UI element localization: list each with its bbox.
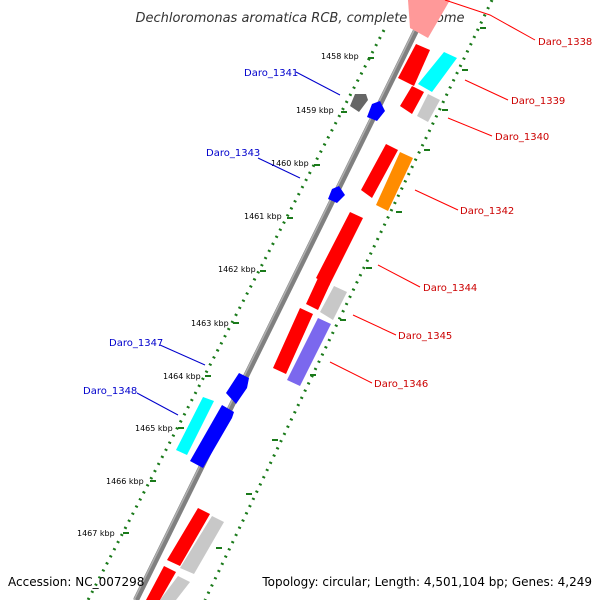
gene-daro-1346a-arrow[interactable]: [273, 308, 313, 374]
tick-label-1463: 1463 kbp: [191, 319, 229, 328]
gene-daro-1348-arrow[interactable]: [176, 397, 214, 455]
gene-lower-grey-1[interactable]: [180, 516, 224, 574]
tick-label-1462: 1462 kbp: [218, 265, 256, 274]
gene-daro-1345b-arrow[interactable]: [320, 286, 347, 320]
forward-leaders: [136, 71, 341, 416]
reverse-genes: [146, 0, 457, 600]
genome-backbone-highlight: [133, 0, 430, 600]
gene-daro-1340b-arrow[interactable]: [417, 94, 440, 122]
gene-label-daro-1341[interactable]: Daro_1341: [244, 68, 298, 79]
gene-daro-1345a-arrow[interactable]: [306, 278, 330, 310]
gene-lower-grey-2[interactable]: [160, 576, 190, 600]
gene-label-daro-1345[interactable]: Daro_1345: [398, 331, 452, 342]
tick-label-1465: 1465 kbp: [135, 424, 173, 433]
inner-tick-dashes: [216, 27, 486, 549]
gene-daro-1341b-arrow[interactable]: [367, 101, 385, 121]
gene-label-daro-1346[interactable]: Daro_1346: [374, 379, 428, 390]
map-title: Dechloromonas aromatica RCB, complete ge…: [135, 11, 464, 26]
gene-daro-1340-arrow[interactable]: [400, 86, 424, 114]
gene-label-daro-1348[interactable]: Daro_1348: [83, 386, 137, 397]
gene-daro-1338-arrow[interactable]: [408, 0, 450, 38]
gene-daro-1344-arrow[interactable]: [316, 212, 363, 286]
gene-lower-red-1[interactable]: [167, 508, 210, 566]
tick-label-1460: 1460 kbp: [271, 159, 309, 168]
gene-daro-1347-arrow[interactable]: [226, 373, 249, 404]
gene-label-daro-1338[interactable]: Daro_1338: [538, 37, 592, 48]
tick-label-1467: 1467 kbp: [77, 529, 115, 538]
gene-daro-1348b-arrow[interactable]: [190, 405, 234, 468]
gene-daro-1339b-arrow[interactable]: [418, 52, 457, 92]
gene-label-daro-1347[interactable]: Daro_1347: [109, 338, 163, 349]
outer-ticks-dotted: [86, 29, 386, 600]
tick-label-1459: 1459 kbp: [296, 106, 334, 115]
tick-label-1466: 1466 kbp: [106, 477, 144, 486]
genome-backbone: [133, 0, 434, 600]
gene-daro-1342a-arrow[interactable]: [361, 144, 398, 198]
gene-label-daro-1340[interactable]: Daro_1340: [495, 132, 549, 143]
gene-daro-1342b-arrow[interactable]: [376, 152, 413, 211]
gene-daro-1339a-arrow[interactable]: [398, 44, 430, 86]
gene-label-daro-1339[interactable]: Daro_1339: [511, 96, 565, 107]
gene-daro-1341a-arrow[interactable]: [350, 94, 368, 112]
forward-genes: [176, 94, 385, 468]
tick-group: 1458 kbp 1459 kbp 1460 kbp 1461 kbp 1462…: [77, 52, 374, 538]
gene-label-daro-1344[interactable]: Daro_1344: [423, 283, 477, 294]
tick-label-1458: 1458 kbp: [321, 52, 359, 61]
gene-label-daro-1342[interactable]: Daro_1342: [460, 206, 514, 217]
tick-label-1461: 1461 kbp: [244, 212, 282, 221]
gene-daro-1343-arrow[interactable]: [328, 186, 345, 203]
gene-lower-red-2[interactable]: [146, 566, 176, 600]
accession-text: Accession: NC_007298: [8, 575, 144, 589]
gene-daro-1346b-arrow[interactable]: [287, 318, 331, 386]
tick-label-1464: 1464 kbp: [163, 372, 201, 381]
inner-ticks-dotted: [203, 0, 494, 600]
topology-text: Topology: circular; Length: 4,501,104 bp…: [261, 575, 592, 589]
reverse-leaders: [329, 0, 536, 384]
gene-label-daro-1343[interactable]: Daro_1343: [206, 148, 260, 159]
